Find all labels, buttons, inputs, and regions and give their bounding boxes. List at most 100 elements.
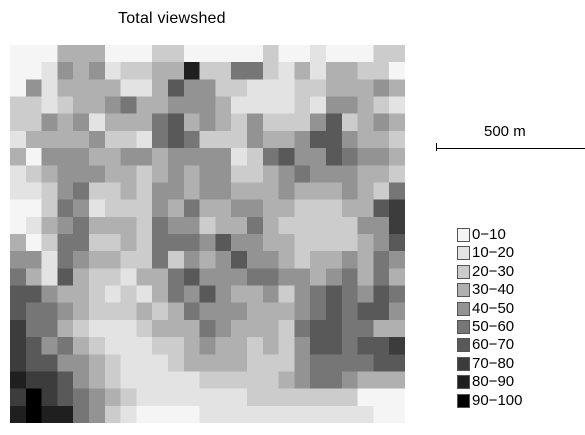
raster-cell	[73, 96, 90, 115]
raster-cell	[262, 182, 280, 201]
raster-cell	[373, 45, 390, 63]
raster-cell	[326, 302, 343, 321]
raster-cell	[152, 113, 169, 132]
raster-cell	[183, 371, 201, 390]
raster-cell	[183, 285, 201, 304]
raster-cell	[215, 234, 232, 252]
raster-cell	[168, 354, 185, 373]
raster-cell	[168, 302, 185, 321]
raster-cell	[231, 216, 248, 235]
raster-cell	[152, 354, 169, 373]
raster-cell	[120, 79, 137, 98]
raster-cell	[231, 182, 248, 201]
raster-cell	[262, 79, 280, 98]
raster-cell	[168, 371, 185, 390]
raster-cell	[215, 45, 232, 63]
raster-cell	[199, 182, 216, 201]
raster-cell	[10, 130, 27, 149]
raster-cell	[262, 285, 280, 304]
raster-cell	[247, 302, 264, 321]
raster-cell	[247, 182, 264, 201]
raster-cell	[25, 79, 43, 98]
raster-cell	[136, 388, 153, 407]
raster-cell	[231, 234, 248, 252]
raster-cell	[373, 371, 390, 390]
raster-cell	[136, 405, 153, 423]
raster-cell	[73, 234, 90, 252]
raster-cell	[89, 268, 106, 287]
raster-cell	[389, 405, 405, 423]
raster-cell	[326, 130, 343, 149]
raster-cell	[41, 268, 58, 287]
raster-cell	[294, 216, 311, 235]
raster-cell	[57, 251, 74, 269]
raster-cell	[310, 148, 327, 166]
raster-cell	[326, 371, 343, 390]
raster-cell	[104, 182, 122, 201]
raster-cell	[199, 337, 216, 355]
raster-cell	[183, 268, 201, 287]
raster-cell	[262, 371, 280, 390]
raster-cell	[199, 148, 216, 166]
raster-cell	[262, 130, 280, 149]
raster-cell	[389, 216, 405, 235]
raster-cell	[183, 405, 201, 423]
raster-cell	[73, 182, 90, 201]
raster-cell	[104, 371, 122, 390]
raster-cell	[73, 79, 90, 98]
raster-cell	[152, 79, 169, 98]
raster-cell	[199, 354, 216, 373]
raster-cell	[168, 96, 185, 115]
legend-swatch	[457, 356, 470, 371]
raster-cell	[373, 234, 390, 252]
raster-cell	[389, 337, 405, 355]
raster-cell	[310, 62, 327, 80]
raster-cell	[326, 62, 343, 80]
raster-cell	[57, 113, 74, 132]
raster-cell	[278, 113, 295, 132]
raster-cell	[152, 130, 169, 149]
raster-cell	[120, 285, 137, 304]
raster-cell	[183, 354, 201, 373]
legend-swatch	[457, 264, 470, 279]
raster-cell	[357, 130, 374, 149]
raster-cell	[10, 96, 27, 115]
raster-cell	[10, 216, 27, 235]
raster-cell	[152, 199, 169, 218]
raster-cell	[262, 62, 280, 80]
raster-cell	[389, 354, 405, 373]
raster-cell	[373, 165, 390, 184]
raster-cell	[326, 388, 343, 407]
raster-cell	[215, 285, 232, 304]
raster-cell	[89, 371, 106, 390]
raster-cell	[152, 165, 169, 184]
raster-cell	[389, 62, 405, 80]
raster-cell	[73, 216, 90, 235]
raster-cell	[310, 79, 327, 98]
raster-cell	[278, 337, 295, 355]
raster-cell	[247, 62, 264, 80]
raster-cell	[199, 405, 216, 423]
raster-cell	[41, 234, 58, 252]
raster-cell	[152, 285, 169, 304]
raster-cell	[10, 268, 27, 287]
raster-cell	[247, 251, 264, 269]
raster-cell	[89, 234, 106, 252]
raster-cell	[310, 45, 327, 63]
raster-cell	[57, 302, 74, 321]
raster-cell	[57, 337, 74, 355]
raster-cell	[373, 337, 390, 355]
raster-cell	[104, 165, 122, 184]
raster-cell	[262, 148, 280, 166]
raster-cell	[310, 302, 327, 321]
raster-cell	[373, 62, 390, 80]
raster-cell	[73, 268, 90, 287]
raster-cell	[310, 199, 327, 218]
raster-cell	[73, 371, 90, 390]
raster-cell	[183, 319, 201, 338]
raster-cell	[89, 337, 106, 355]
raster-cell	[294, 96, 311, 115]
raster-cell	[104, 79, 122, 98]
legend-label: 90−100	[472, 391, 523, 409]
raster-cell	[215, 319, 232, 338]
